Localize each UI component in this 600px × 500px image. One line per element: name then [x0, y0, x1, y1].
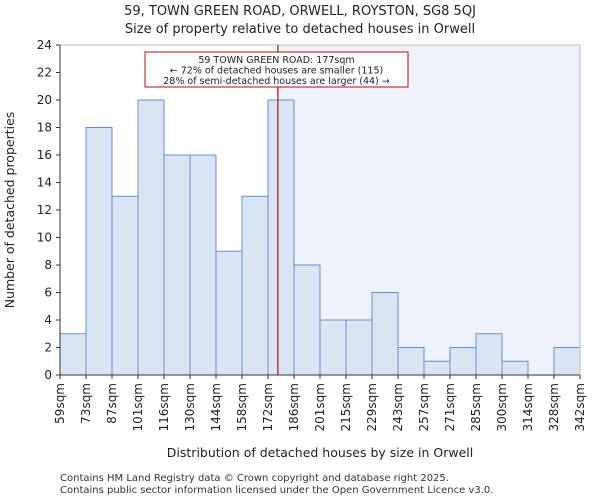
- x-tick-label: 257sqm: [417, 383, 431, 431]
- y-tick-label: 20: [37, 93, 52, 107]
- y-tick-label: 10: [37, 231, 52, 245]
- y-tick-label: 18: [37, 121, 52, 135]
- bar: [137, 99, 165, 376]
- bar: [267, 99, 295, 376]
- x-tick-label: 158sqm: [235, 383, 249, 431]
- bar: [553, 347, 581, 376]
- annotation-line: 28% of semi-detached houses are larger (…: [163, 76, 390, 87]
- bar: [293, 264, 321, 376]
- chart-subtitle: Size of property relative to detached ho…: [124, 22, 476, 37]
- x-tick-label: 300sqm: [495, 383, 509, 431]
- x-tick-label: 229sqm: [365, 383, 379, 431]
- x-axis-title: Distribution of detached houses by size …: [167, 445, 473, 460]
- footer-licence: Contains public sector information licen…: [60, 485, 494, 496]
- bar: [241, 195, 269, 376]
- chart-title: 59, TOWN GREEN ROAD, ORWELL, ROYSTON, SG…: [124, 4, 476, 19]
- y-tick-label: 2: [44, 341, 52, 355]
- y-tick-label: 16: [37, 148, 52, 162]
- x-tick-label: 328sqm: [547, 383, 561, 431]
- y-tick-label: 12: [37, 203, 52, 217]
- x-tick-label: 144sqm: [209, 383, 223, 431]
- x-tick-label: 130sqm: [183, 383, 197, 431]
- x-tick-label: 116sqm: [157, 383, 171, 431]
- bar: [189, 154, 217, 376]
- x-tick-label: 73sqm: [79, 383, 93, 424]
- x-tick-label: 342sqm: [573, 383, 587, 431]
- x-tick-label: 271sqm: [443, 383, 457, 431]
- bar: [397, 347, 425, 376]
- y-tick-label: 22: [37, 66, 52, 80]
- x-tick-label: 186sqm: [287, 383, 301, 431]
- x-tick-label: 314sqm: [521, 383, 535, 431]
- x-tick-label: 285sqm: [469, 383, 483, 431]
- footer-copyright: Contains HM Land Registry data © Crown c…: [60, 473, 449, 484]
- y-tick-label: 6: [44, 286, 52, 300]
- y-tick-label: 0: [44, 368, 52, 382]
- bar: [449, 347, 477, 376]
- y-tick-label: 4: [44, 313, 52, 327]
- y-tick-label: 14: [37, 176, 52, 190]
- bar: [345, 319, 373, 376]
- y-tick-label: 8: [44, 258, 52, 272]
- bar: [85, 127, 113, 376]
- bar: [215, 250, 243, 376]
- x-tick-label: 215sqm: [339, 383, 353, 431]
- x-tick-label: 172sqm: [261, 383, 275, 431]
- x-tick-label: 59sqm: [53, 383, 67, 424]
- x-tick-label: 101sqm: [131, 383, 145, 431]
- bar: [423, 360, 451, 376]
- bar: [111, 195, 139, 376]
- bar: [163, 154, 191, 376]
- x-tick-label: 243sqm: [391, 383, 405, 431]
- bar: [59, 333, 87, 376]
- bar: [501, 360, 529, 376]
- bar: [319, 319, 347, 376]
- annotation-box: [144, 51, 409, 88]
- annotation-line: 59 TOWN GREEN ROAD: 177sqm: [198, 55, 354, 66]
- bar: [475, 333, 503, 376]
- bar: [371, 292, 399, 376]
- y-tick-label: 24: [37, 38, 52, 52]
- annotation-line: ← 72% of detached houses are smaller (11…: [170, 66, 383, 77]
- x-tick-label: 201sqm: [313, 383, 327, 431]
- x-tick-label: 87sqm: [105, 383, 119, 424]
- y-axis-title: Number of detached properties: [2, 112, 17, 309]
